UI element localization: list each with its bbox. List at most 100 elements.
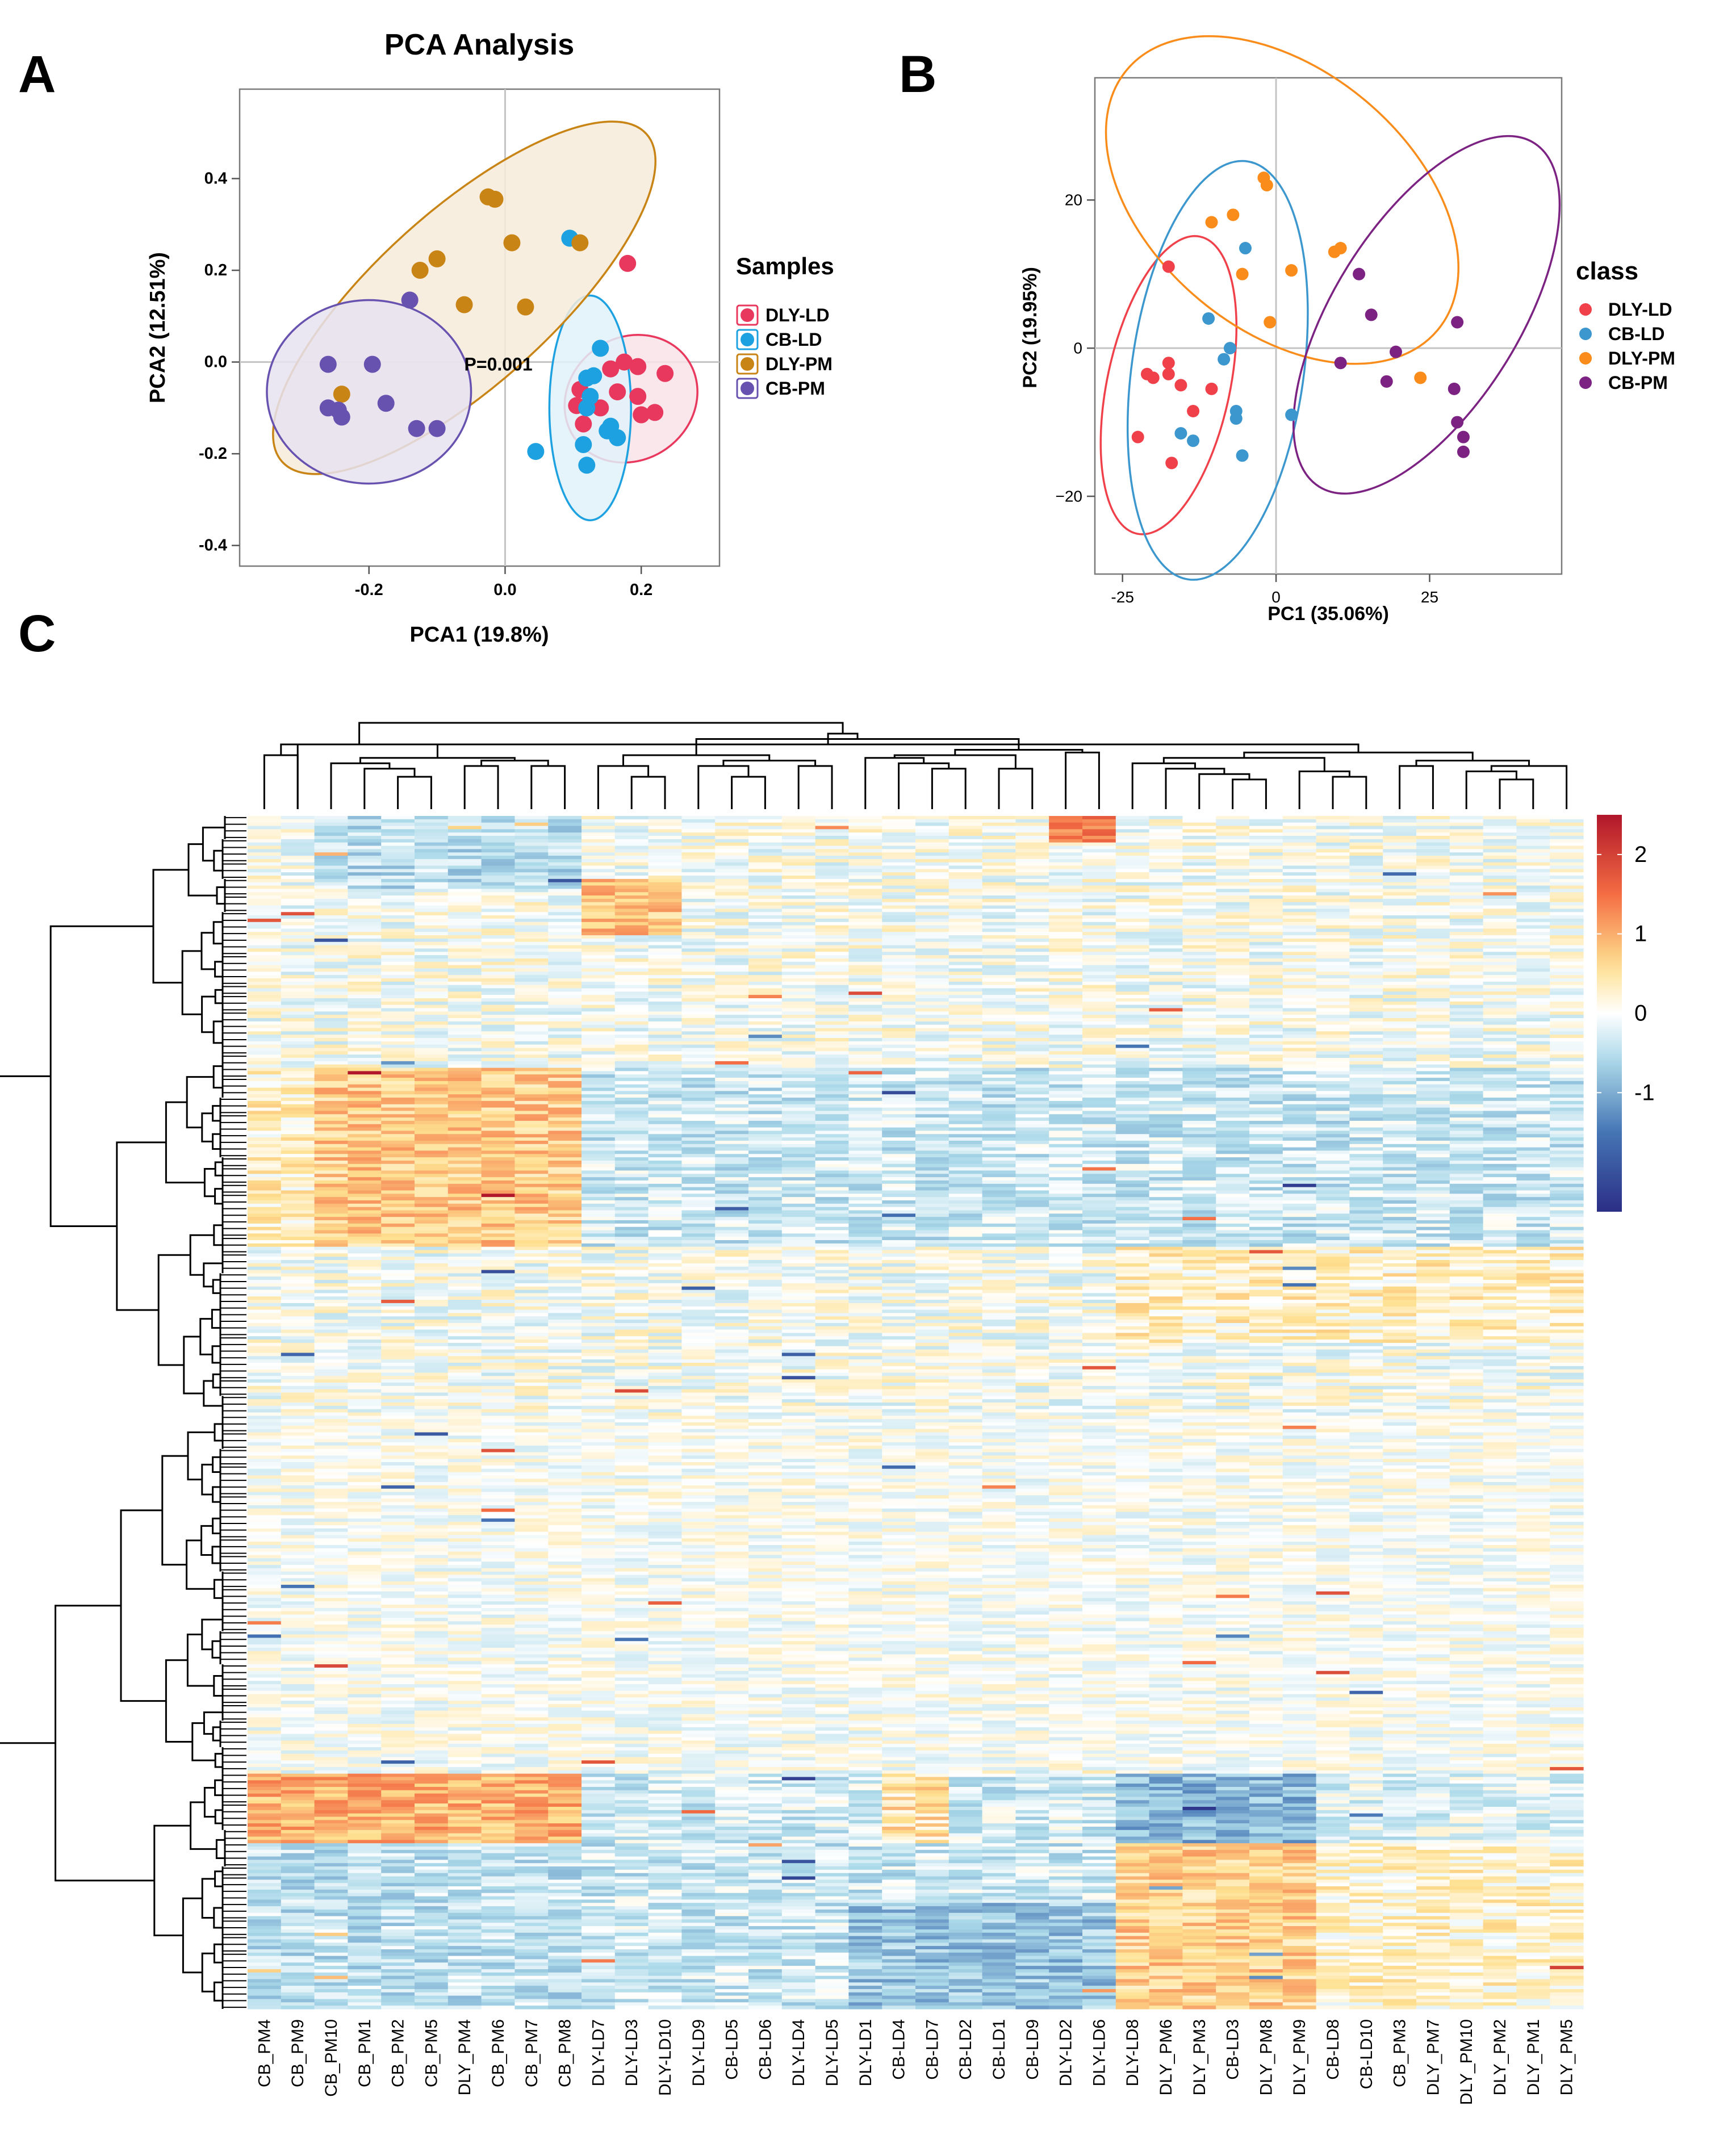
heatmap-cell (348, 1975, 382, 1980)
heatmap-cell (514, 1949, 549, 1953)
heatmap-cell (447, 1816, 482, 1820)
heatmap-cell (681, 1038, 716, 1042)
heatmap-cell (648, 1409, 682, 1413)
heatmap-cell (314, 1140, 348, 1145)
heatmap-cell (681, 985, 716, 989)
heatmap-cell (348, 1422, 382, 1426)
heatmap-cell (381, 1515, 415, 1519)
heatmap-cell (514, 1429, 549, 1433)
heatmap-cell (514, 1535, 549, 1539)
heatmap-cell (415, 836, 449, 840)
heatmap-cell (447, 1306, 482, 1311)
heatmap-cell (648, 1260, 682, 1264)
heatmap-cell (281, 1051, 315, 1055)
heatmap-cell (447, 1107, 482, 1112)
heatmap-cell (381, 1071, 415, 1075)
heatmap-cell (248, 1926, 282, 1930)
heatmap-cell (381, 1422, 415, 1426)
heatmap-cell (314, 948, 348, 952)
legend-dot-dly-pm (1579, 352, 1592, 365)
heatmap-cell (614, 912, 649, 916)
heatmap-cell (582, 1704, 616, 1708)
heatmap-cell (447, 1515, 482, 1519)
heatmap-cell (514, 1975, 549, 1980)
heatmap-cell (582, 1740, 616, 1744)
heatmap-cell (614, 1690, 649, 1695)
heatmap-cell (281, 1638, 315, 1642)
point-dly-pm-6 (1285, 264, 1298, 277)
heatmap-cell (415, 1233, 449, 1237)
heatmap-cell (582, 1863, 616, 1867)
heatmap-cell (381, 1117, 415, 1121)
heatmap-cell (381, 1157, 415, 1161)
heatmap-cell (381, 1856, 415, 1860)
heatmap-cell (582, 1144, 616, 1148)
heatmap-cell (281, 1306, 315, 1311)
heatmap-cell (248, 1813, 282, 1818)
heatmap-cell (381, 955, 415, 959)
heatmap-cell (348, 1452, 382, 1456)
heatmap-cell (281, 1986, 315, 1990)
heatmap-cell (648, 1671, 682, 1675)
heatmap-cell (248, 1849, 282, 1854)
heatmap-cell (614, 1217, 649, 1221)
heatmap-cell (681, 839, 716, 843)
heatmap-cell (648, 862, 682, 866)
heatmap-cell (314, 1170, 348, 1174)
heatmap-cell (481, 918, 515, 923)
heatmap-cell (314, 1687, 348, 1692)
heatmap-cell (681, 941, 716, 946)
heatmap-cell (514, 1459, 549, 1463)
heatmap-cell (481, 1999, 515, 2003)
heatmap-cell (548, 1956, 582, 1960)
heatmap-cell (281, 1634, 315, 1638)
heatmap-cell (447, 876, 482, 880)
heatmap-cell (314, 1479, 348, 1483)
heatmap-cell (281, 928, 315, 932)
heatmap-cell (281, 998, 315, 1002)
heatmap-cell (415, 981, 449, 986)
heatmap-cell (548, 836, 582, 840)
heatmap-cell (582, 1625, 616, 1628)
heatmap-cell (415, 1923, 449, 1927)
heatmap-cell (548, 1962, 582, 1966)
heatmap-cell (248, 1223, 282, 1228)
heatmap-cell (447, 829, 482, 833)
heatmap-cell (582, 859, 616, 863)
heatmap-cell (614, 1949, 649, 1953)
heatmap-cell (281, 1270, 315, 1274)
heatmap-cell (614, 1015, 649, 1019)
heatmap-cell (415, 1131, 449, 1134)
heatmap-cell (481, 1932, 515, 1937)
heatmap-cell (514, 922, 549, 926)
heatmap-cell (614, 1382, 649, 1387)
heatmap-cell (548, 1322, 582, 1327)
heatmap-cell (648, 1601, 682, 1605)
heatmap-cell (281, 935, 315, 939)
heatmap-cell (348, 1445, 382, 1450)
heatmap-cell (314, 1237, 348, 1241)
heatmap-cell (248, 1886, 282, 1890)
heatmap-cell (548, 1515, 582, 1519)
heatmap-cell (314, 1690, 348, 1695)
heatmap-cell (248, 859, 282, 863)
heatmap-cell (514, 1969, 549, 1973)
heatmap-cell (415, 1422, 449, 1426)
heatmap-cell (381, 958, 415, 962)
heatmap-cell (548, 952, 582, 956)
heatmap-cell (348, 1677, 382, 1681)
heatmap-cell (614, 1452, 649, 1456)
heatmap-cell (281, 856, 315, 860)
heatmap-cell (281, 985, 315, 989)
heatmap-cell (681, 1127, 716, 1132)
heatmap-cell (248, 1362, 282, 1367)
heatmap-cell (582, 1127, 616, 1132)
heatmap-cell (415, 1876, 449, 1880)
heatmap-cell (314, 865, 348, 869)
heatmap-cell (381, 1813, 415, 1818)
heatmap-cell (248, 1150, 282, 1154)
heatmap-cell (514, 1425, 549, 1430)
heatmap-cell (381, 1671, 415, 1675)
heatmap-cell (348, 1051, 382, 1055)
heatmap-cell (281, 1280, 315, 1284)
